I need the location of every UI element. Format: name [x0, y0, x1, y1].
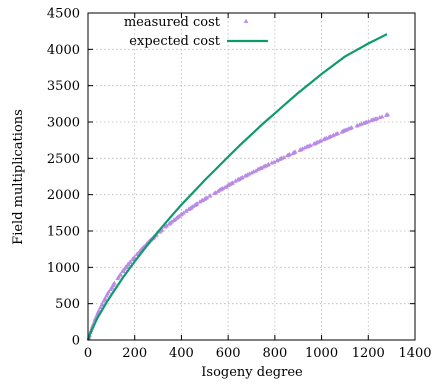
y-tick-label: 500 — [55, 297, 80, 312]
plot-area — [86, 33, 390, 341]
legend-label-expected: expected cost — [129, 34, 220, 49]
expected-cost-line — [86, 33, 388, 341]
measured-cost-point — [379, 114, 385, 119]
measured-cost-point — [287, 152, 292, 157]
measured-cost-point — [385, 112, 390, 117]
measured-cost-point — [366, 118, 371, 124]
y-tick-label: 2000 — [47, 188, 80, 203]
measured-cost-point — [266, 161, 271, 166]
measured-cost-point — [220, 185, 226, 190]
measured-cost-point — [247, 171, 252, 176]
measured-cost-point — [335, 130, 340, 136]
x-tick-label: 1200 — [352, 346, 385, 361]
measured-cost-point — [271, 159, 277, 164]
measured-cost-point — [123, 265, 128, 270]
y-tick-label: 4000 — [47, 43, 80, 58]
measured-cost-point — [331, 132, 336, 137]
plot-frame — [87, 12, 416, 341]
measured-cost-point — [349, 125, 355, 130]
legend-label-measured: measured cost — [124, 15, 221, 30]
y-axis-title: Field multiplications — [11, 109, 26, 245]
measured-cost-point — [200, 197, 205, 202]
y-tick-label: 1500 — [47, 225, 80, 240]
measured-cost-point — [104, 293, 109, 298]
x-tick-label: 600 — [216, 346, 241, 361]
measured-cost-point — [240, 174, 245, 180]
measured-cost-point — [213, 190, 219, 195]
measured-cost-point — [184, 208, 189, 213]
y-tick-label: 4500 — [47, 7, 80, 22]
grid — [88, 13, 415, 340]
measured-cost-point — [99, 301, 105, 306]
measured-cost-point — [159, 227, 165, 232]
measured-cost-point — [204, 195, 210, 200]
measured-cost-point — [233, 178, 238, 183]
x-tick-label: 1000 — [305, 346, 338, 361]
y-tick-label: 1000 — [47, 261, 80, 276]
measured-cost-point — [194, 201, 200, 206]
x-tick-label: 200 — [122, 346, 147, 361]
measured-cost-point — [207, 193, 213, 198]
measured-cost-point — [275, 157, 280, 162]
measured-cost-point — [96, 307, 102, 313]
measured-cost-point — [127, 259, 133, 264]
measured-cost-point — [230, 180, 235, 185]
x-tick-label: 800 — [262, 346, 287, 361]
measured-cost-point — [249, 170, 255, 175]
measured-cost-point — [125, 262, 131, 267]
x-axis-title: Isogeny degree — [201, 365, 303, 380]
measured-cost-point — [118, 271, 123, 277]
legend: measured cost expected cost — [124, 15, 268, 49]
measured-cost-point — [197, 199, 203, 204]
measured-cost-point — [300, 146, 305, 151]
measured-cost-point — [181, 210, 186, 215]
measured-cost-point — [164, 223, 170, 228]
tick-labels: 0 200 400 600 800 1000 1200 1400 0 500 1000 1500 200… — [47, 7, 432, 362]
legend-swatch-measured — [243, 18, 249, 23]
measured-cost-point — [245, 172, 250, 177]
measured-cost-point — [292, 149, 298, 154]
measured-cost-point — [102, 295, 108, 301]
y-tick-label: 0 — [72, 334, 80, 349]
measured-cost-point — [179, 211, 184, 216]
measured-cost-point — [98, 305, 103, 310]
measured-cost-point — [259, 165, 264, 170]
measured-cost-point — [134, 251, 140, 257]
measured-cost-point — [132, 254, 137, 259]
x-tick-label: 0 — [84, 346, 92, 361]
measured-cost-point — [112, 280, 117, 285]
measured-cost-point — [190, 203, 196, 209]
x-tick-label: 1400 — [398, 346, 431, 361]
axis-ticks — [87, 12, 416, 341]
measured-cost-point — [281, 154, 287, 160]
y-tick-label: 3500 — [47, 79, 80, 94]
measured-cost-point — [120, 267, 126, 273]
y-tick-label: 2500 — [47, 152, 80, 167]
y-tick-label: 3000 — [47, 116, 80, 131]
measured-cost-point — [318, 138, 324, 143]
measured-cost-point — [374, 116, 380, 121]
measured-cost-point — [130, 257, 135, 262]
x-tick-label: 400 — [169, 346, 194, 361]
measured-cost-point — [106, 289, 112, 294]
measured-cost-point — [308, 142, 313, 148]
